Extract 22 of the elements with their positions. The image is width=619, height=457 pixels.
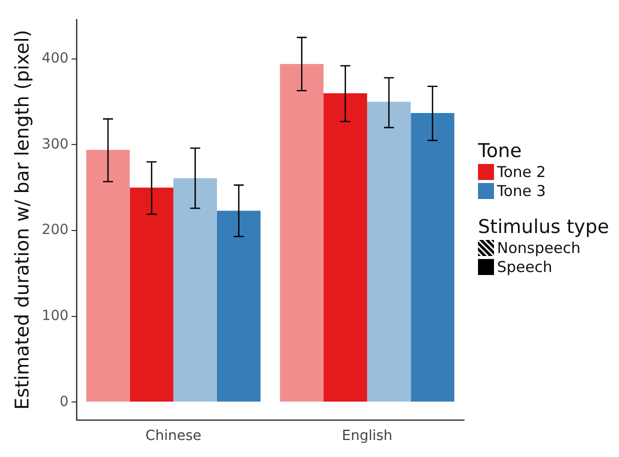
bar <box>216 210 261 402</box>
text: Speech <box>497 258 552 276</box>
legend-label: Tone 2 <box>497 162 546 180</box>
bar <box>86 150 130 402</box>
y-tick-label: 200 <box>42 222 69 238</box>
y-tick-label: 400 <box>42 50 69 67</box>
legend-label: Tone 3 <box>497 182 546 200</box>
x-tick-label: Chinese <box>145 428 202 444</box>
y-tick-label: 0 <box>60 394 69 410</box>
text: Nonspeech <box>497 238 580 256</box>
bar <box>410 112 454 402</box>
y-tick-label: 100 <box>42 308 69 324</box>
text: Stimulus type <box>478 216 610 238</box>
bar <box>324 93 368 402</box>
legend-title: Tone <box>478 140 523 162</box>
y-axis-title: Estimated duration w/ bar length (pixel) <box>11 30 34 410</box>
bar <box>130 188 174 402</box>
x-tick-label: English <box>342 428 392 444</box>
bar <box>280 64 324 402</box>
bar <box>173 178 217 402</box>
bar <box>367 102 411 402</box>
y-tick-label: 300 <box>42 136 69 152</box>
